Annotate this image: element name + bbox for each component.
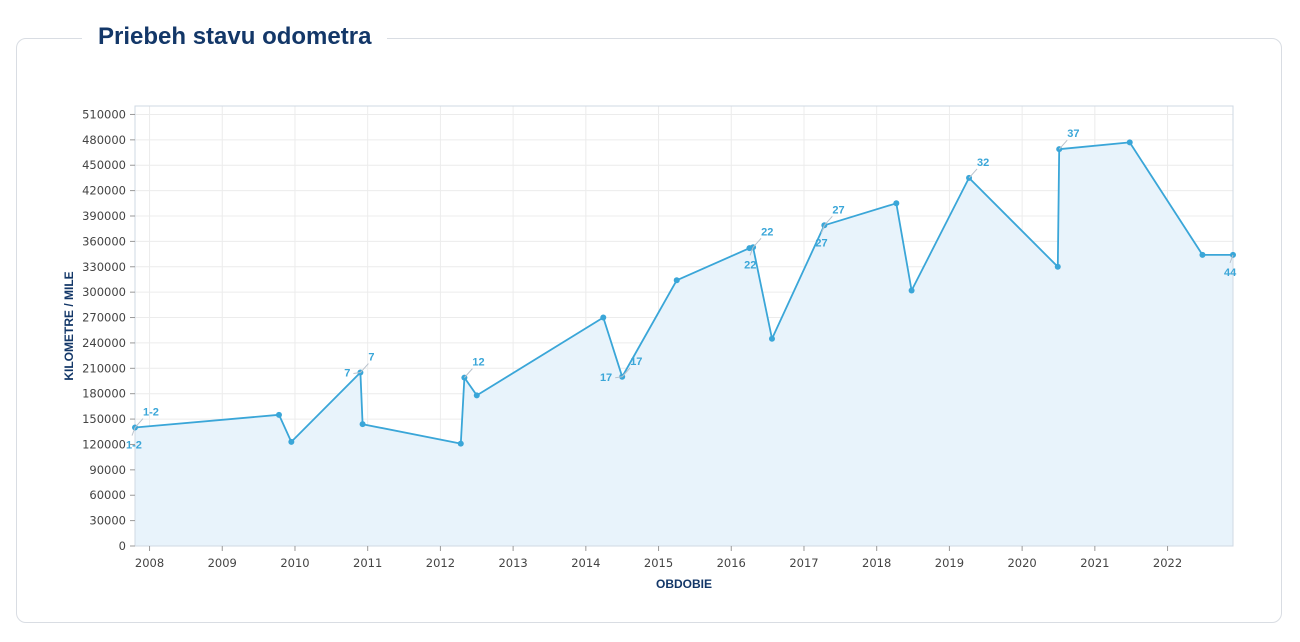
y-tick-label: 210000 [82, 361, 126, 375]
x-tick-label: 2018 [862, 556, 891, 570]
x-axis-ticks: 2008 2009 2010 2011 2012 2013 2014 2015 2016 2017… [135, 546, 1182, 570]
x-tick-label: 2017 [789, 556, 818, 570]
y-axis-ticks: 0 30000 60000 90000 120000 150000 180000 210000… [82, 107, 135, 553]
data-label-connector [131, 427, 136, 436]
y-tick-label: 510000 [82, 107, 126, 121]
data-label: 32 [977, 157, 989, 169]
y-tick-label: 150000 [82, 412, 126, 426]
x-tick-label: 2019 [935, 556, 964, 570]
data-label-connector [353, 372, 361, 375]
data-label: 27 [815, 237, 827, 249]
data-label: 27 [832, 204, 844, 216]
x-tick-label: 2010 [280, 556, 309, 570]
data-label-connector [621, 367, 631, 378]
data-point[interactable] [359, 421, 366, 428]
area-fill [135, 142, 1233, 546]
data-label-connector [464, 368, 473, 378]
data-label: 1-2 [143, 407, 159, 419]
data-label-connector [823, 215, 833, 226]
data-label: 44 [1224, 267, 1237, 279]
data-label: 17 [630, 356, 642, 368]
data-point[interactable] [275, 411, 282, 418]
data-label: 22 [744, 259, 756, 271]
data-point[interactable] [600, 314, 607, 321]
series-line [132, 139, 1236, 447]
x-tick-label: 2014 [571, 556, 600, 570]
x-tick-label: 2015 [644, 556, 673, 570]
y-tick-label: 60000 [89, 488, 126, 502]
x-tick-label: 2016 [717, 556, 746, 570]
data-label: 12 [472, 357, 484, 369]
y-tick-label: 270000 [82, 311, 126, 325]
y-tick-label: 480000 [82, 133, 126, 147]
y-tick-label: 120000 [82, 437, 126, 451]
y-tick-label: 390000 [82, 209, 126, 223]
area-shape [135, 142, 1233, 546]
x-tick-label: 2013 [498, 556, 527, 570]
data-label: 17 [600, 372, 612, 384]
data-label-connector [360, 363, 369, 373]
y-tick-label: 180000 [82, 387, 126, 401]
data-label: 37 [1067, 128, 1079, 140]
y-tick-label: 30000 [89, 514, 126, 528]
data-point[interactable] [908, 287, 915, 294]
data-point[interactable] [1199, 251, 1206, 258]
data-label-connector [752, 237, 762, 248]
x-axis-title: OBDOBIE [656, 577, 712, 591]
y-tick-label: 240000 [82, 336, 126, 350]
data-point[interactable] [1054, 263, 1061, 270]
x-tick-label: 2021 [1080, 556, 1109, 570]
data-label-connector [615, 376, 623, 379]
data-label-connector [968, 168, 978, 179]
data-point[interactable] [893, 200, 900, 207]
data-label: 7 [368, 352, 374, 364]
data-point[interactable] [768, 335, 775, 342]
data-label: 22 [761, 226, 773, 238]
y-tick-label: 450000 [82, 158, 126, 172]
data-point[interactable] [288, 438, 295, 445]
data-point[interactable] [673, 277, 680, 284]
data-label-connector [1229, 254, 1234, 264]
data-label-connector [134, 418, 144, 428]
x-tick-label: 2008 [135, 556, 164, 570]
y-tick-label: 0 [119, 539, 126, 553]
data-label-connector [820, 225, 825, 234]
y-tick-label: 90000 [89, 463, 126, 477]
data-labels: 1-2 1-2 7 7 12 17 17 22 22 27 27 32 37 44 [126, 128, 1237, 451]
x-tick-label: 2012 [426, 556, 455, 570]
y-tick-label: 330000 [82, 260, 126, 274]
x-tick-label: 2020 [1007, 556, 1036, 570]
x-tick-label: 2022 [1153, 556, 1182, 570]
data-label: 7 [344, 368, 350, 380]
y-tick-label: 420000 [82, 184, 126, 198]
x-tick-label: 2011 [353, 556, 382, 570]
x-tick-label: 2009 [208, 556, 237, 570]
data-label: 1-2 [126, 440, 142, 452]
data-label-connector [749, 247, 754, 256]
y-tick-label: 360000 [82, 234, 126, 248]
plot-frame [134, 105, 1234, 547]
chart-title: Priebeh stavu odometra [82, 20, 388, 54]
y-tick-label: 300000 [82, 285, 126, 299]
data-point[interactable] [1126, 139, 1133, 146]
plot-border [134, 105, 1234, 547]
data-point[interactable] [457, 440, 464, 447]
data-point[interactable] [473, 392, 480, 399]
data-label-connector [1058, 139, 1068, 150]
y-axis-title: KILOMETRE / MILE [62, 271, 76, 380]
